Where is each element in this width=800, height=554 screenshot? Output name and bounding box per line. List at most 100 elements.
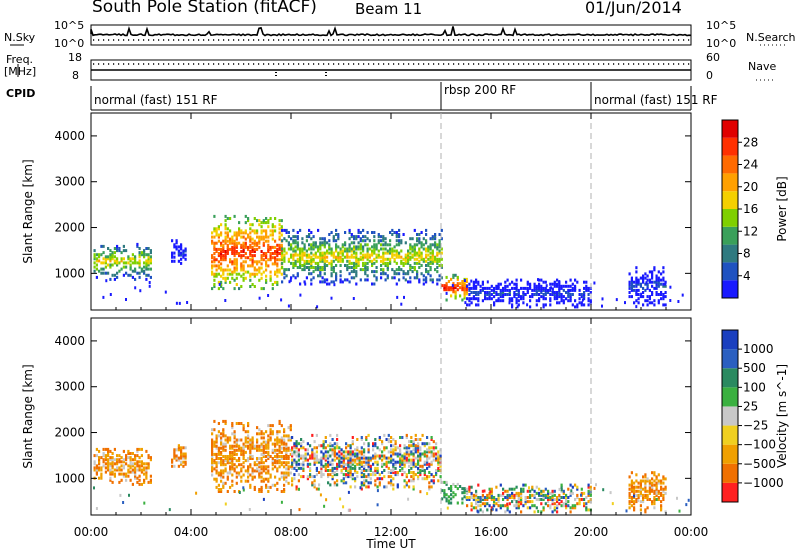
vel-echo-cell [258, 473, 261, 477]
vel-echo-cell [271, 430, 274, 434]
vel-echo-cell [439, 454, 442, 458]
vel-scatter-cell [491, 507, 494, 511]
vel-echo-cell [274, 442, 277, 446]
power-echo-cell [301, 247, 304, 251]
power-echo-cell [362, 228, 365, 232]
vel-echo-cell [495, 498, 498, 501]
power-echo-cell [244, 276, 247, 280]
power-colorbar-swatch [722, 209, 738, 227]
power-echo-cell [233, 262, 236, 266]
vel-echo-cell [585, 508, 588, 512]
power-echo-cell [648, 288, 651, 292]
vel-echo-cell [428, 442, 431, 446]
vel-echo-cell [278, 430, 281, 434]
power-echo-cell [224, 241, 227, 245]
vel-echo-cell [511, 500, 514, 504]
vel-echo-cell [226, 436, 229, 440]
cpid-segment-3: normal (fast) 151 RF [594, 93, 718, 107]
vel-echo-cell [515, 491, 518, 495]
vel-echo-cell [315, 487, 318, 491]
vel-echo-cell [347, 466, 350, 470]
vel-echo-cell [648, 498, 651, 501]
power-echo-cell [251, 258, 254, 262]
vel-echo-cell [226, 490, 229, 493]
power-echo-cell [335, 245, 338, 249]
vel-echo-cell [585, 496, 588, 499]
power-echo-cell [436, 266, 439, 269]
velocity-colorbar-label: −1000 [743, 476, 784, 490]
vel-echo-cell [318, 444, 321, 448]
vel-echo-cell [551, 491, 554, 495]
vel-echo-cell [653, 506, 656, 510]
vel-echo-cell [655, 487, 658, 491]
vel-echo-cell [247, 465, 250, 469]
vel-echo-cell [175, 454, 178, 458]
power-echo-cell [382, 255, 385, 259]
vel-echo-cell [222, 434, 225, 438]
power-echo-cell [332, 235, 335, 239]
power-echo-cell [420, 257, 423, 261]
vel-echo-cell [182, 446, 185, 450]
vel-echo-cell [274, 461, 277, 465]
vel-echo-cell [311, 448, 314, 452]
power-echo-cell [283, 247, 286, 251]
vel-echo-cell [394, 466, 397, 470]
vel-echo-cell [587, 500, 590, 504]
power-echo-cell [353, 251, 356, 255]
vel-echo-cell [222, 461, 225, 465]
power-echo-cell [251, 250, 254, 253]
vel-echo-cell [320, 462, 323, 466]
power-echo-cell [635, 276, 638, 280]
power-echo-cell [560, 284, 563, 288]
power-echo-cell [371, 270, 374, 274]
vel-echo-cell [360, 460, 363, 464]
power-echo-cell [323, 253, 326, 257]
power-ytick-label: 2000 [54, 221, 85, 235]
power-echo-cell [111, 255, 114, 259]
power-echo-cell [220, 285, 223, 288]
vel-echo-cell [224, 467, 227, 471]
vel-echo-cell [351, 436, 354, 439]
power-echo-cell [499, 291, 502, 294]
power-echo-cell [425, 241, 428, 245]
power-echo-cell [630, 282, 633, 286]
power-echo-cell [235, 243, 238, 247]
vel-echo-cell [340, 448, 343, 452]
vel-echo-cell [297, 462, 300, 466]
power-echo-cell [292, 255, 295, 259]
vel-echo-cell [426, 448, 429, 452]
vel-echo-cell [215, 457, 218, 460]
vel-echo-cell [129, 464, 132, 468]
vel-echo-cell [426, 450, 429, 454]
vel-echo-cell [271, 457, 274, 460]
vel-echo-cell [291, 460, 294, 464]
vel-echo-cell [392, 458, 395, 462]
vel-echo-cell [211, 473, 214, 477]
vel-echo-cell [660, 506, 663, 510]
power-echo-cell [348, 266, 351, 269]
vel-echo-cell [345, 466, 348, 470]
vel-echo-cell [587, 491, 590, 495]
vel-echo-cell [642, 496, 645, 499]
vel-echo-cell [488, 493, 491, 497]
power-scatter-cell [352, 297, 355, 300]
vel-echo-cell [134, 458, 137, 462]
power-echo-cell [271, 245, 274, 249]
power-echo-cell [238, 231, 241, 235]
vel-echo-cell [439, 464, 442, 468]
vel-echo-cell [289, 428, 292, 432]
vel-echo-cell [278, 446, 281, 450]
power-echo-cell [357, 245, 360, 249]
vel-echo-cell [260, 465, 263, 469]
vel-echo-cell [540, 510, 543, 514]
vel-echo-cell [499, 504, 502, 508]
power-echo-cell [477, 303, 480, 307]
power-echo-cell [299, 247, 302, 251]
power-echo-cell [660, 293, 663, 296]
vel-echo-cell [233, 463, 236, 467]
power-echo-cell [416, 276, 419, 280]
vel-echo-cell [655, 493, 658, 497]
vel-echo-cell [394, 440, 397, 444]
power-echo-cell [440, 247, 443, 251]
vel-echo-cell [262, 479, 265, 483]
